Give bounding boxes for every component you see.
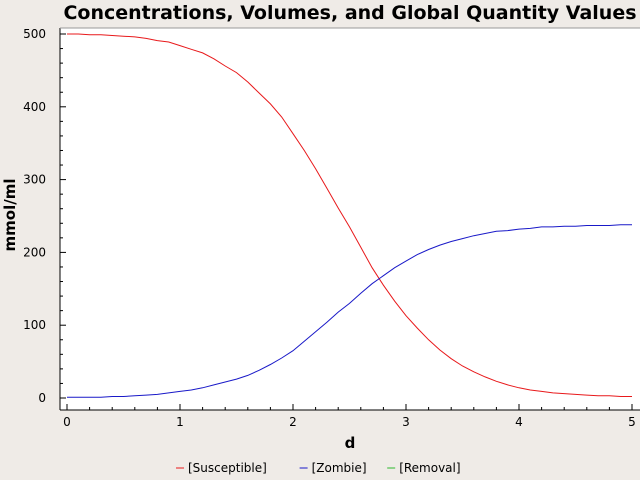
- x-tick-label: 5: [628, 415, 636, 429]
- series-line-susceptible: [67, 33, 632, 397]
- y-axis-label: mmol/ml: [1, 179, 19, 252]
- legend-label-zombie: [Zombie]: [312, 461, 367, 475]
- x-axis-label: d: [345, 434, 356, 452]
- y-tick-label: 100: [23, 318, 46, 332]
- x-tick-label: 0: [63, 415, 71, 429]
- legend-label-susceptible: [Susceptible]: [188, 461, 267, 475]
- x-tick-label: 1: [176, 415, 184, 429]
- plot-area: [60, 28, 640, 410]
- y-tick-label: 500: [23, 27, 46, 41]
- plot-layer: 0 1 2 3 4 5 0 100 200 300 400 500: [23, 27, 640, 429]
- y-tick-label: 200: [23, 245, 46, 259]
- x-tick-label: 3: [402, 415, 410, 429]
- series-line-zombie: [67, 224, 632, 398]
- x-tick-label: 2: [289, 415, 297, 429]
- legend: [Susceptible] [Zombie] [Removal]: [176, 461, 461, 475]
- y-tick-label: 300: [23, 173, 46, 187]
- y-tick-label: 0: [38, 391, 46, 405]
- legend-label-removal: [Removal]: [399, 461, 460, 475]
- chart-title: Concentrations, Volumes, and Global Quan…: [63, 2, 636, 24]
- x-tick-label: 4: [515, 415, 523, 429]
- y-tick-label: 400: [23, 100, 46, 114]
